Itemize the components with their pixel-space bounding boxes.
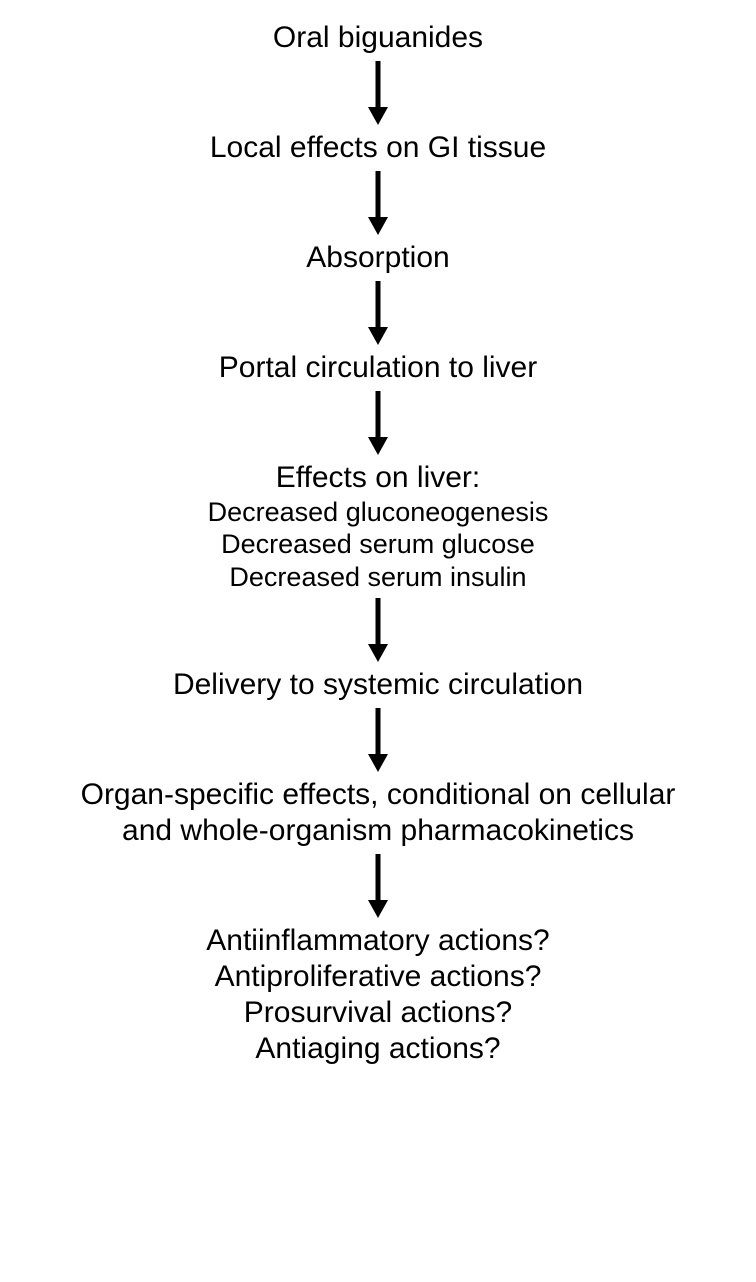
node-text: Portal circulation to liver bbox=[219, 350, 537, 386]
arrow-down-icon bbox=[364, 703, 392, 777]
arrow-down-icon bbox=[364, 166, 392, 240]
node-text: Effects on liver: bbox=[208, 460, 549, 496]
flowchart-node-effects-on-liver: Effects on liver:Decreased gluconeogenes… bbox=[208, 460, 549, 593]
arrow-down-icon bbox=[364, 593, 392, 667]
node-text: Absorption bbox=[306, 240, 449, 276]
arrow-down-icon bbox=[364, 56, 392, 130]
node-text: Decreased serum glucose bbox=[208, 528, 549, 560]
node-text: Decreased serum insulin bbox=[208, 561, 549, 593]
node-text: and whole-organism pharmacokinetics bbox=[81, 813, 676, 849]
node-text: Organ-specific effects, conditional on c… bbox=[81, 777, 676, 813]
arrow-down-icon bbox=[364, 276, 392, 350]
node-text: Antiinflammatory actions? bbox=[206, 923, 549, 959]
flowchart-node-absorption: Absorption bbox=[306, 240, 449, 276]
flowchart-node-portal-circulation: Portal circulation to liver bbox=[219, 350, 537, 386]
flowchart-container: Oral biguanides Local effects on GI tiss… bbox=[0, 20, 756, 1067]
flowchart-node-organ-specific: Organ-specific effects, conditional on c… bbox=[81, 777, 676, 849]
node-text: Oral biguanides bbox=[273, 20, 483, 56]
flowchart-node-oral-biguanides: Oral biguanides bbox=[273, 20, 483, 56]
node-text: Prosurvival actions? bbox=[206, 995, 549, 1031]
flowchart-node-actions: Antiinflammatory actions?Antiproliferati… bbox=[206, 923, 549, 1067]
flowchart-node-delivery-systemic: Delivery to systemic circulation bbox=[173, 667, 583, 703]
node-text: Delivery to systemic circulation bbox=[173, 667, 583, 703]
flowchart-node-local-effects: Local effects on GI tissue bbox=[210, 130, 546, 166]
node-text: Antiaging actions? bbox=[206, 1031, 549, 1067]
arrow-down-icon bbox=[364, 386, 392, 460]
node-text: Antiproliferative actions? bbox=[206, 959, 549, 995]
arrow-down-icon bbox=[364, 849, 392, 923]
node-text: Decreased gluconeogenesis bbox=[208, 496, 549, 528]
node-text: Local effects on GI tissue bbox=[210, 130, 546, 166]
